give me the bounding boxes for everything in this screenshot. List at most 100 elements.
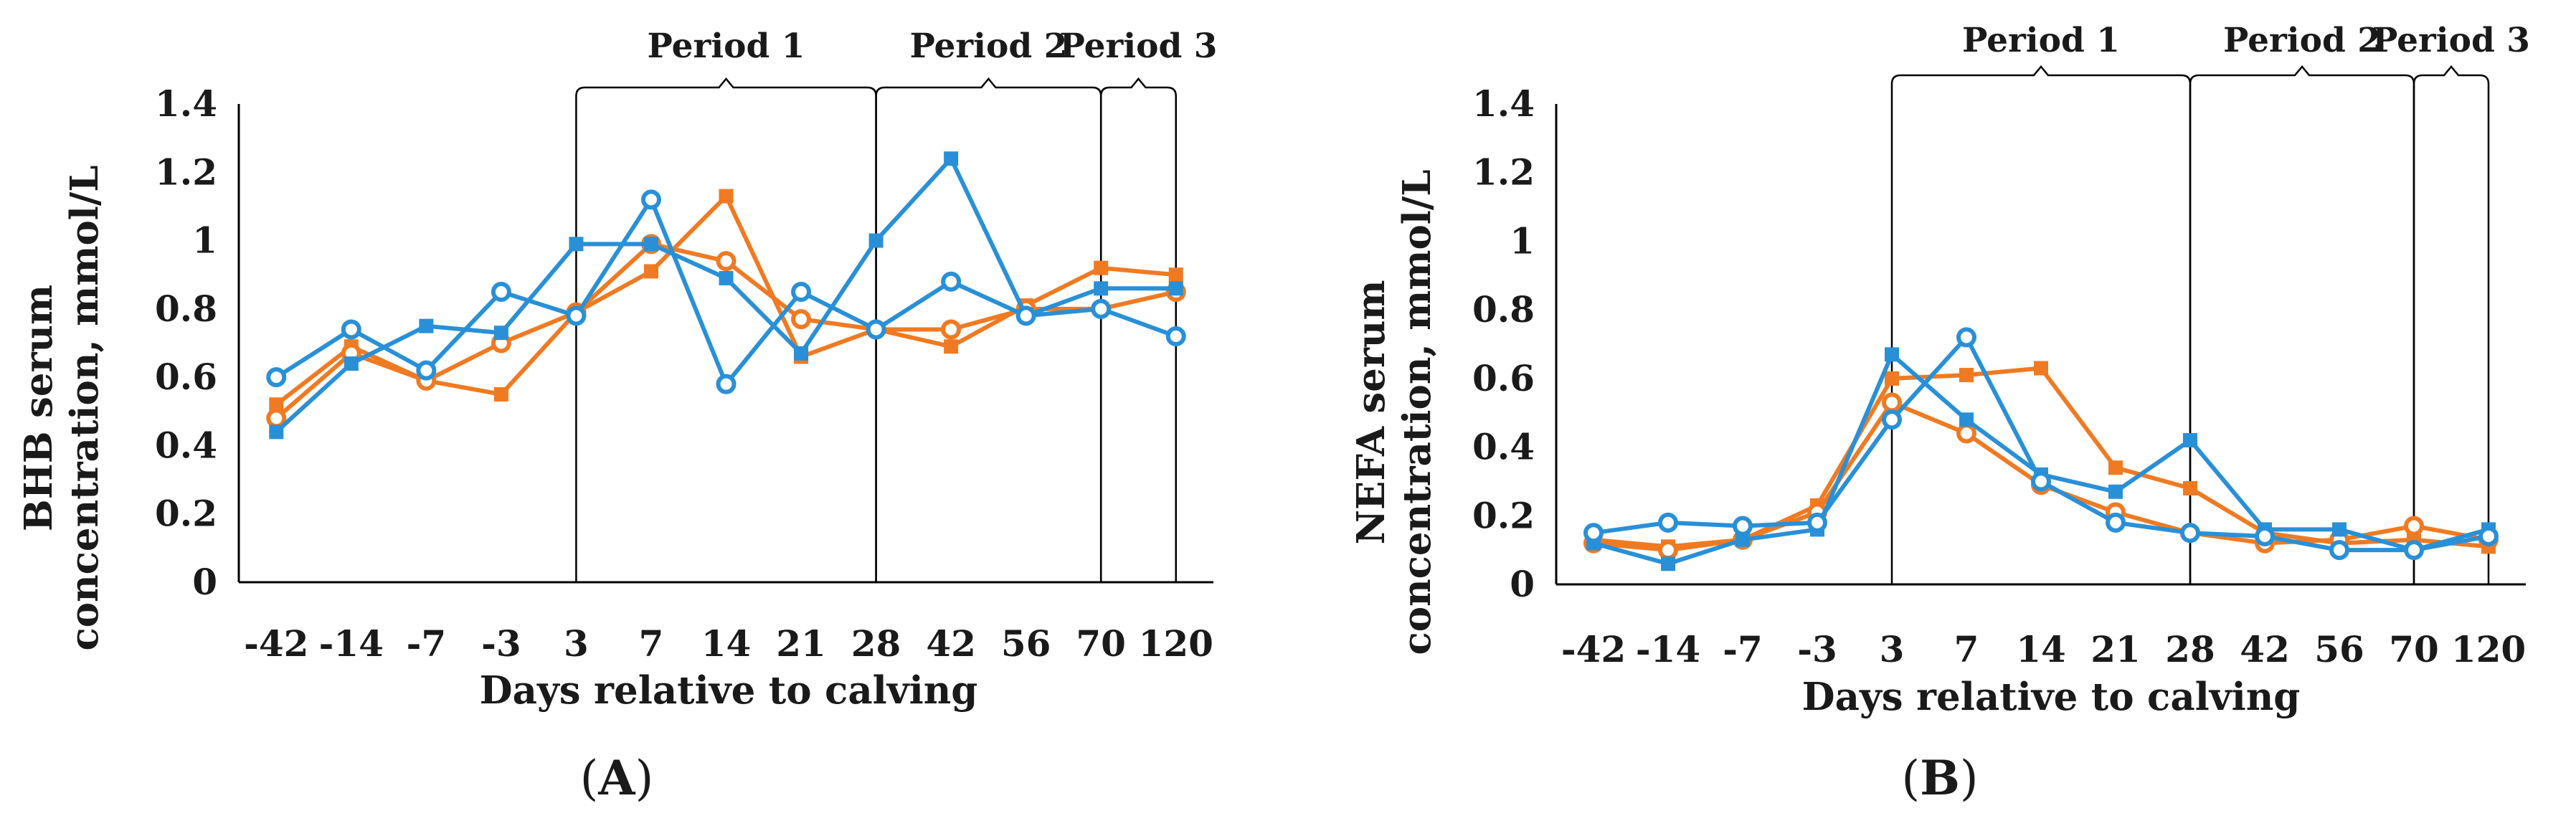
panel-a-data-point bbox=[344, 356, 359, 371]
panel-a-label-letter: A bbox=[597, 750, 635, 806]
panel-b-data-point bbox=[2478, 526, 2499, 546]
panel-b-ytick-label: 1.4 bbox=[1472, 82, 1535, 125]
panel-a-xtick-label: 21 bbox=[776, 622, 826, 665]
panel-a-data-point bbox=[791, 309, 812, 330]
panel-b-data-point bbox=[2404, 540, 2424, 561]
panel-a-ytick-label: 1.2 bbox=[155, 151, 217, 193]
panel-b-series-blue-circle bbox=[1583, 327, 2499, 561]
panel-b-period-label: Period 2 bbox=[2223, 21, 2381, 60]
panel-a-ytick-label: 0 bbox=[192, 561, 217, 603]
panel-b-data-point bbox=[1661, 556, 1675, 571]
panel-b-data-point bbox=[1733, 516, 1753, 536]
panel-b-data-point bbox=[2255, 526, 2275, 546]
panel-a-data-point bbox=[941, 271, 962, 292]
panel-b-data-point bbox=[1956, 423, 1976, 444]
panel-b-data-point bbox=[2108, 484, 2123, 499]
panel-a-series-line bbox=[275, 197, 1177, 386]
panel-a-data-point bbox=[944, 339, 959, 354]
panel-a-data-point bbox=[794, 346, 809, 361]
panel-a-xtick-label: 3 bbox=[564, 622, 589, 665]
panel-a-data-point bbox=[716, 251, 737, 272]
panel-b-data-point bbox=[1583, 523, 1604, 543]
panel-b-period-bracket bbox=[1890, 65, 2192, 584]
panel-b-ytick-label: 0 bbox=[1510, 563, 1535, 605]
panel-b-label: (B) bbox=[1901, 750, 1978, 806]
panel-b-period-bracket bbox=[2189, 65, 2415, 584]
panel-a-data-point bbox=[1165, 326, 1186, 346]
panel-a-data-point bbox=[416, 360, 437, 381]
panel-b-data-point bbox=[1885, 371, 1899, 386]
panel-a-data-point bbox=[791, 282, 812, 303]
panel-a-data-point bbox=[491, 282, 511, 303]
panel-b-xtick-label: -14 bbox=[1636, 628, 1700, 670]
panel-b-period-label: Period 1 bbox=[1962, 21, 2120, 60]
panel-b-data-point bbox=[1956, 327, 1976, 348]
panel-b-ytick-label: 1 bbox=[1510, 219, 1535, 262]
panel-a-period-bracket bbox=[1099, 77, 1177, 582]
panel-b-series-line bbox=[1593, 366, 2489, 549]
panel-a-data-point bbox=[1094, 281, 1109, 296]
panel-b-ytick-label: 0.2 bbox=[1472, 494, 1535, 536]
panel-b-data-point bbox=[1658, 540, 1678, 561]
panel-a-xtick-label: 42 bbox=[926, 622, 976, 665]
panel-a-period-label: Period 3 bbox=[1060, 27, 1218, 66]
panel-b-xtick-label: 7 bbox=[1954, 628, 1979, 670]
panel-b-data-point bbox=[2332, 522, 2347, 537]
panel-a-xtick-label: 7 bbox=[639, 622, 664, 665]
panel-a-xtick-label: 56 bbox=[1001, 622, 1051, 665]
panel-b-data-point bbox=[2031, 471, 2051, 492]
panel-b-label-letter: B bbox=[1920, 750, 1960, 806]
panel-b-xtick-label: 28 bbox=[2165, 628, 2215, 670]
panel-a-xtick-label: 28 bbox=[851, 622, 901, 665]
panel-a-data-point bbox=[716, 374, 737, 394]
panel-a-ytick-label: 0.4 bbox=[155, 424, 217, 466]
panel-b-ylabel-line2: concentration, mmol/L bbox=[1395, 169, 1439, 655]
panel-a-data-point bbox=[643, 237, 658, 252]
panel-a-plot: 0 0.2 0.4 0.6 0.8 1 1.2 1.4 -42 -14 -7 -3 3 7 14 21 28 42… bbox=[155, 27, 1217, 665]
panel-b-chart: NEFA serum concentration, mmol/L Days re… bbox=[1349, 21, 2530, 806]
panel-a-xtick-label: 120 bbox=[1139, 622, 1213, 665]
panel-b-data-point bbox=[2106, 512, 2126, 533]
panel-b-ytick-label: 1.2 bbox=[1472, 151, 1535, 194]
panel-a-data-point bbox=[419, 318, 434, 333]
panel-b-data-point bbox=[1658, 512, 1678, 533]
panel-a-label: (A) bbox=[580, 750, 654, 806]
panel-a-data-point bbox=[719, 270, 734, 285]
panel-b-xtick-label: 56 bbox=[2314, 628, 2364, 670]
panel-a-xtick-label: -3 bbox=[481, 622, 521, 665]
panel-a-data-point bbox=[1168, 281, 1183, 296]
panel-b-xtick-label: 42 bbox=[2240, 628, 2290, 670]
panel-b-series-line bbox=[1593, 352, 2489, 566]
panel-a-period-label: Period 2 bbox=[909, 27, 1067, 66]
panel-a-chart: BHB serum concentration, mmol/L Days rel… bbox=[16, 27, 1217, 806]
panel-a-data-point bbox=[868, 233, 884, 248]
panel-a-data-point bbox=[643, 264, 658, 279]
panel-a-xtick-label: 70 bbox=[1076, 622, 1126, 665]
panel-a-xtick-label: 14 bbox=[701, 622, 752, 665]
panel-a-series-orange-circle bbox=[266, 234, 1186, 429]
panel-b-data-point bbox=[1885, 347, 1899, 362]
panel-b-data-point bbox=[2329, 540, 2349, 561]
panel-b-data-point bbox=[1882, 409, 1902, 430]
panel-b-xtick-label: -42 bbox=[1561, 628, 1626, 670]
panel-b-data-point bbox=[2108, 460, 2123, 475]
panel-a-data-point bbox=[1168, 267, 1183, 283]
panel-a-data-point bbox=[1091, 298, 1112, 319]
panel-b-data-point bbox=[1807, 512, 1827, 533]
panel-a-data-point bbox=[640, 189, 661, 210]
panel-a-ytick-label: 0.8 bbox=[155, 288, 217, 330]
panel-b-data-point bbox=[2034, 361, 2048, 376]
panel-a-ylabel-line1: BHB serum bbox=[16, 285, 61, 531]
panel-b-ytick-label: 0.6 bbox=[1472, 357, 1535, 399]
panel-a-xlabel: Days relative to calving bbox=[480, 668, 978, 713]
panel-b-xlabel: Days relative to calving bbox=[1802, 675, 2301, 719]
panel-a-data-point bbox=[269, 397, 284, 412]
panel-b-data-point bbox=[1959, 368, 1974, 383]
panel-b-xtick-label: 120 bbox=[2451, 628, 2526, 670]
panel-b-data-point bbox=[2183, 481, 2197, 495]
panel-a-ytick-label: 0.6 bbox=[155, 356, 217, 398]
panel-b-data-point bbox=[2183, 433, 2197, 447]
panel-b-ytick-label: 0.8 bbox=[1472, 288, 1535, 331]
panel-a-series-blue-circle bbox=[266, 189, 1186, 394]
panel-b-xtick-label: -7 bbox=[1723, 628, 1763, 670]
